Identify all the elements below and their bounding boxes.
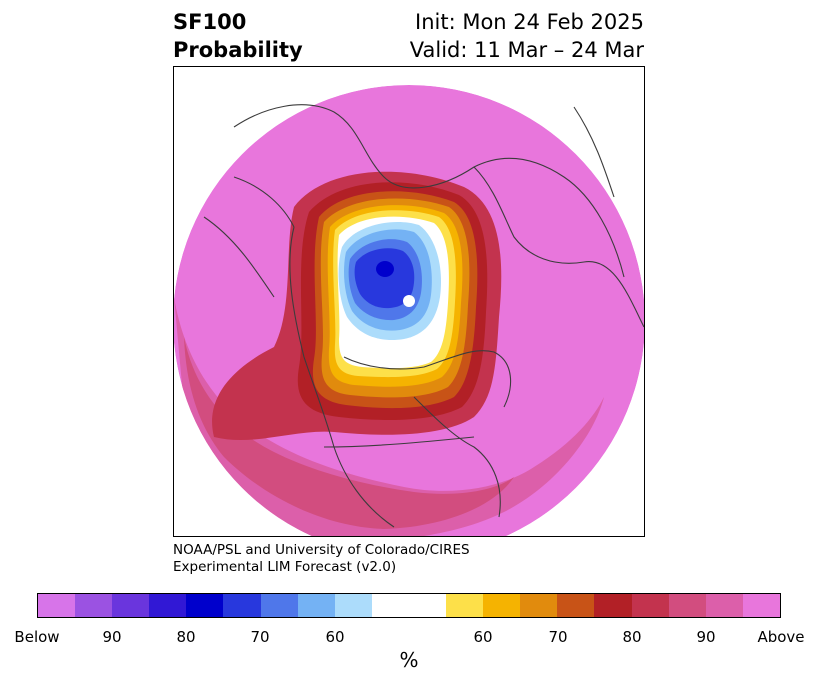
us-canada-border (323, 436, 475, 448)
valid-period: Valid: 11 Mar – 24 Mar (409, 38, 644, 62)
probability-field (174, 85, 644, 536)
colorbar-segment (668, 594, 706, 617)
coastlines (203, 104, 644, 528)
colorbar-segment (483, 594, 521, 617)
colorbar-segment (557, 594, 595, 617)
colorbar-segment (705, 594, 743, 617)
colorbar-segment (75, 594, 113, 617)
field-below-70 (354, 248, 415, 309)
field-label: Probability (173, 38, 303, 62)
colorbar-tick-label: 80 (176, 628, 196, 646)
forecast-map (173, 66, 645, 537)
europe-coast (473, 166, 644, 328)
siberia-coast (233, 176, 295, 228)
colorbar-tick-label: 90 (696, 628, 716, 646)
pole-marker (403, 295, 415, 307)
colorbar (37, 593, 781, 618)
colorbar-segment (408, 594, 447, 617)
north-america-west-coast (289, 226, 395, 528)
canada-arctic-coast (343, 350, 512, 408)
field-above-85 (184, 337, 514, 529)
colorbar-tick-label: 60 (325, 628, 345, 646)
colorbar-tick-label: 70 (250, 628, 270, 646)
colorbar-unit-label: % (399, 648, 419, 672)
colorbar-segment (297, 594, 335, 617)
colorbar-tick-label: Above (757, 628, 805, 646)
colorbar-segment (594, 594, 632, 617)
colorbar-segment (742, 594, 780, 617)
credit-line-1: NOAA/PSL and University of Colorado/CIRE… (173, 542, 470, 558)
colorbar-segment (149, 594, 187, 617)
hudson-bay-coast (413, 396, 501, 518)
colorbar-segment (112, 594, 150, 617)
colorbar-segment (371, 594, 409, 617)
pacific-rim-coast (203, 216, 275, 298)
init-date: Init: Mon 24 Feb 2025 (415, 10, 644, 34)
colorbar-segment (520, 594, 558, 617)
colorbar-tick-label: 90 (102, 628, 122, 646)
colorbar-tick-label: Below (14, 628, 60, 646)
colorbar-segment (334, 594, 372, 617)
map-title: SF100 Probability (173, 8, 303, 64)
asia-border (573, 106, 615, 198)
colorbar-tick-label: 80 (622, 628, 642, 646)
colorbar-segment (38, 594, 76, 617)
colorbar-segment (446, 594, 484, 617)
colorbar-tick-label: 60 (473, 628, 493, 646)
colorbar-segment (260, 594, 298, 617)
colorbar-segment (631, 594, 669, 617)
forecast-dates: Init: Mon 24 Feb 2025 Valid: 11 Mar – 24… (410, 8, 644, 64)
colorbar-tick-label: 70 (548, 628, 568, 646)
eurasia-coast (233, 104, 625, 278)
credit-line-2: Experimental LIM Forecast (v2.0) (173, 559, 397, 575)
variable-label: SF100 (173, 10, 247, 34)
credit-text: NOAA/PSL and University of Colorado/CIRE… (173, 542, 470, 576)
field-below-max (376, 261, 394, 277)
map-svg (174, 85, 644, 536)
colorbar-segment (223, 594, 261, 617)
colorbar-segment (186, 594, 224, 617)
